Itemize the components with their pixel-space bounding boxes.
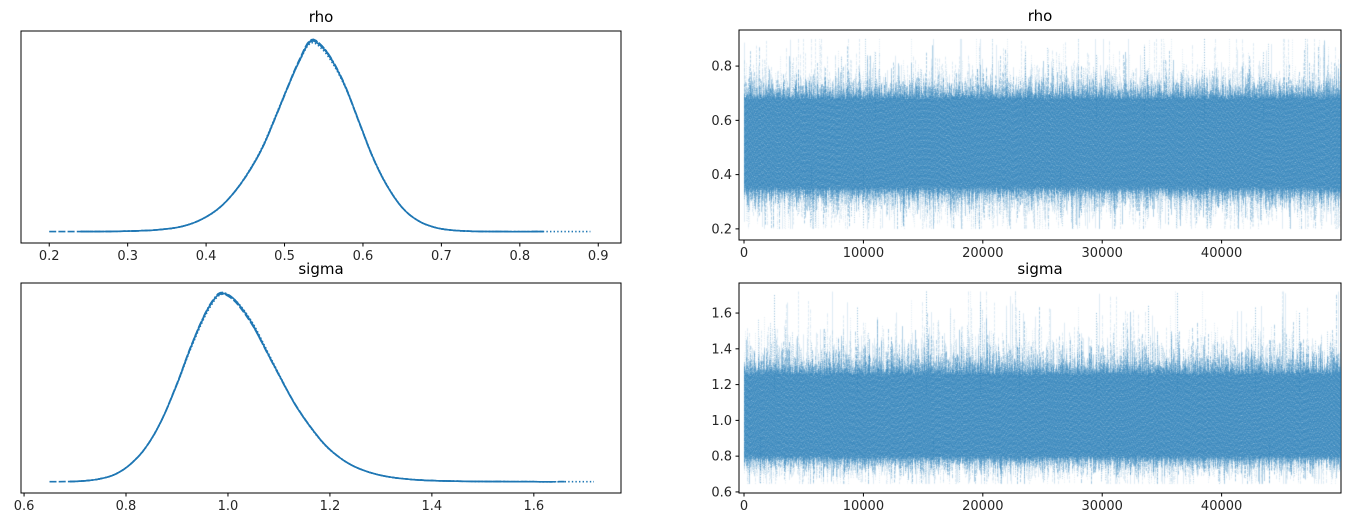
x-tick-label: 30000 — [1082, 499, 1123, 514]
x-tick-label: 0.4 — [196, 249, 217, 264]
x-tick-label: 0.6 — [14, 499, 35, 514]
y-tick-label: 0.8 — [711, 60, 732, 75]
x-tick-label: 40000 — [1201, 246, 1242, 261]
trace-canvas-rho-trace — [739, 30, 1341, 240]
x-tick-label: 1.4 — [422, 499, 443, 514]
x-tick-label: 0.6 — [353, 249, 374, 264]
x-tick-label: 10000 — [843, 246, 884, 261]
kde-curve-chain-1 — [49, 38, 544, 233]
y-tick-label: 1.6 — [711, 307, 732, 322]
x-tick-label: 0.8 — [116, 499, 137, 514]
x-tick-label: 0 — [740, 499, 748, 514]
x-tick-label: 0.9 — [588, 249, 609, 264]
kde-curve-chain-3 — [80, 39, 544, 233]
y-tick-label: 0.2 — [711, 222, 732, 237]
y-tick-label: 1.0 — [711, 414, 732, 429]
y-tick-label: 1.4 — [711, 342, 732, 357]
x-tick-label: 0.8 — [509, 249, 530, 264]
y-tick-label: 0.8 — [711, 450, 732, 465]
x-tick-label: 0.3 — [117, 249, 138, 264]
kde-curve-chain-3 — [69, 291, 565, 483]
y-tick-label: 1.2 — [711, 378, 732, 393]
x-tick-label: 20000 — [962, 246, 1003, 261]
x-tick-label: 0.7 — [431, 249, 452, 264]
y-tick-label: 0.6 — [711, 114, 732, 129]
axis-frame — [20, 30, 622, 244]
x-tick-label: 40000 — [1201, 499, 1242, 514]
x-tick-label: 0.5 — [274, 249, 295, 264]
y-tick-label: 0.4 — [711, 168, 732, 183]
x-tick-label: 20000 — [962, 499, 1003, 514]
axis-frame — [20, 282, 622, 494]
x-tick-label: 1.0 — [218, 499, 239, 514]
x-tick-label: 10000 — [843, 499, 884, 514]
x-tick-label: 0.2 — [39, 249, 60, 264]
x-tick-label: 1.6 — [523, 499, 544, 514]
x-tick-label: 0 — [740, 246, 748, 261]
y-tick-label: 0.6 — [711, 485, 732, 500]
x-tick-label: 1.2 — [320, 499, 341, 514]
x-tick-label: 30000 — [1082, 246, 1123, 261]
trace-canvas-sigma-trace — [739, 283, 1341, 493]
